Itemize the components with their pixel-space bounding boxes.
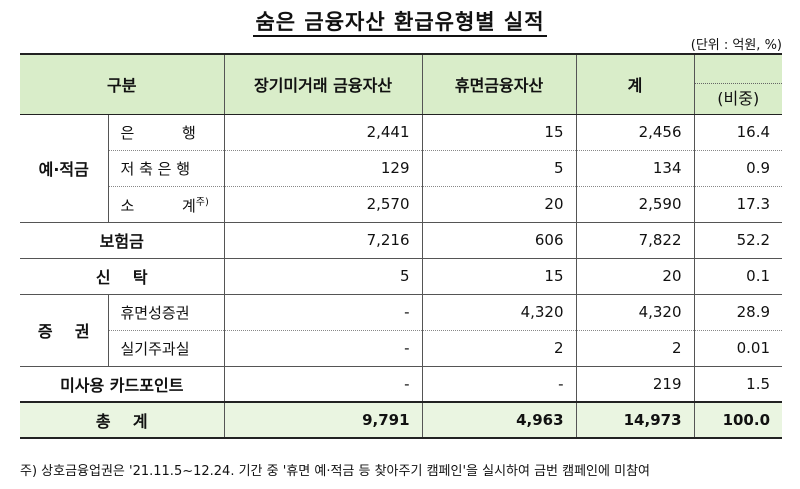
cell-long-term: 7,216 bbox=[223, 222, 423, 259]
cell-dormant: 15 bbox=[421, 114, 577, 151]
cell-long-term: 5 bbox=[223, 258, 423, 295]
group-trust: 신 탁 bbox=[20, 258, 225, 295]
cell-total: 219 bbox=[575, 366, 695, 402]
table-row: 저 축 은 행 129 5 134 0.9 bbox=[20, 150, 783, 187]
cell-total: 20 bbox=[575, 258, 695, 295]
group-card-points: 미사용 카드포인트 bbox=[20, 366, 225, 402]
table-header-row: 구분 장기미거래 금융자산 휴면금융자산 계 (비중) bbox=[20, 53, 783, 115]
header-category: 구분 bbox=[20, 53, 225, 115]
unit-label: (단위 : 억원, %) bbox=[690, 38, 782, 53]
cell-share: 0.9 bbox=[693, 150, 783, 187]
footnote-mark: 주) bbox=[195, 196, 209, 208]
cell-total: 134 bbox=[575, 150, 695, 187]
header-dormant: 휴면금융자산 bbox=[421, 53, 577, 115]
table-row: 미사용 카드포인트 - - 219 1.5 bbox=[20, 366, 783, 402]
cell-total: 2,456 bbox=[575, 114, 695, 151]
page-title-text: 숨은 금융자산 환급유형별 실적 bbox=[253, 10, 547, 37]
results-table: 구분 장기미거래 금융자산 휴면금융자산 계 (비중) 예·적금 은 행 2,4… bbox=[20, 53, 783, 439]
cell-share: 17.3 bbox=[693, 186, 783, 223]
group-grand-total: 총 계 bbox=[20, 401, 225, 439]
sub-banks: 은 행 bbox=[107, 114, 225, 151]
table-row: 증 권 휴면성증권 - 4,320 4,320 28.9 bbox=[20, 294, 783, 367]
page-title: 숨은 금융자산 환급유형별 실적 bbox=[0, 6, 800, 37]
cell-dormant: 4,320 bbox=[421, 294, 577, 331]
cell-total: 2,590 bbox=[575, 186, 695, 223]
cell-share: 0.01 bbox=[693, 330, 783, 367]
cell-total: 7,822 bbox=[575, 222, 695, 259]
header-total: 계 bbox=[575, 53, 695, 115]
cell-dormant: - bbox=[421, 366, 577, 402]
cell-dormant: 606 bbox=[421, 222, 577, 259]
cell-share: 28.9 bbox=[693, 294, 783, 331]
cell-total: 4,320 bbox=[575, 294, 695, 331]
group-insurance: 보험금 bbox=[20, 222, 225, 259]
group-securities: 증 권 bbox=[20, 294, 109, 367]
cell-long-term: 2,441 bbox=[223, 114, 423, 151]
cell-share: 0.1 bbox=[693, 258, 783, 295]
cell-dormant: 5 bbox=[421, 150, 577, 187]
cell-dormant: 4,963 bbox=[421, 401, 577, 439]
cell-share: 52.2 bbox=[693, 222, 783, 259]
cell-dormant: 15 bbox=[421, 258, 577, 295]
cell-long-term: - bbox=[223, 294, 423, 331]
sub-savings-banks: 저 축 은 행 bbox=[108, 150, 225, 187]
cell-dormant: 20 bbox=[421, 186, 577, 223]
cell-total: 2 bbox=[575, 330, 695, 367]
cell-share: 1.5 bbox=[693, 366, 783, 402]
cell-total: 14,973 bbox=[575, 401, 695, 439]
sub-subtotal: 소 계주) bbox=[108, 186, 225, 223]
header-share: (비중) bbox=[693, 53, 783, 115]
group-deposits: 예·적금 bbox=[20, 114, 109, 223]
cell-dormant: 2 bbox=[421, 330, 577, 367]
cell-long-term: 9,791 bbox=[223, 401, 423, 439]
sub-unclaimed-dividends: 실기주과실 bbox=[108, 330, 225, 367]
cell-share: 100.0 bbox=[693, 401, 783, 439]
cell-long-term: 129 bbox=[223, 150, 423, 187]
header-long-term: 장기미거래 금융자산 bbox=[223, 53, 423, 115]
cell-long-term: - bbox=[223, 366, 423, 402]
sub-subtotal-label: 소 계 bbox=[120, 196, 196, 215]
table-row: 예·적금 은 행 2,441 15 2,456 16.4 bbox=[20, 114, 783, 223]
table-row: 소 계주) 2,570 20 2,590 17.3 bbox=[20, 186, 783, 223]
cell-share: 16.4 bbox=[693, 114, 783, 151]
table-row: 보험금 7,216 606 7,822 52.2 bbox=[20, 222, 783, 259]
footnote: 주) 상호금융업권은 '21.11.5~12.24. 기간 중 '휴면 예·적금… bbox=[20, 464, 650, 479]
cell-long-term: 2,570 bbox=[223, 186, 423, 223]
header-share-label: (비중) bbox=[694, 82, 783, 114]
table-row: 신 탁 5 15 20 0.1 bbox=[20, 258, 783, 295]
table-row: 실기주과실 - 2 2 0.01 bbox=[20, 330, 783, 367]
sub-dormant-securities: 휴면성증권 bbox=[107, 294, 225, 331]
total-row: 총 계 9,791 4,963 14,973 100.0 bbox=[20, 401, 783, 439]
cell-long-term: - bbox=[223, 330, 423, 367]
